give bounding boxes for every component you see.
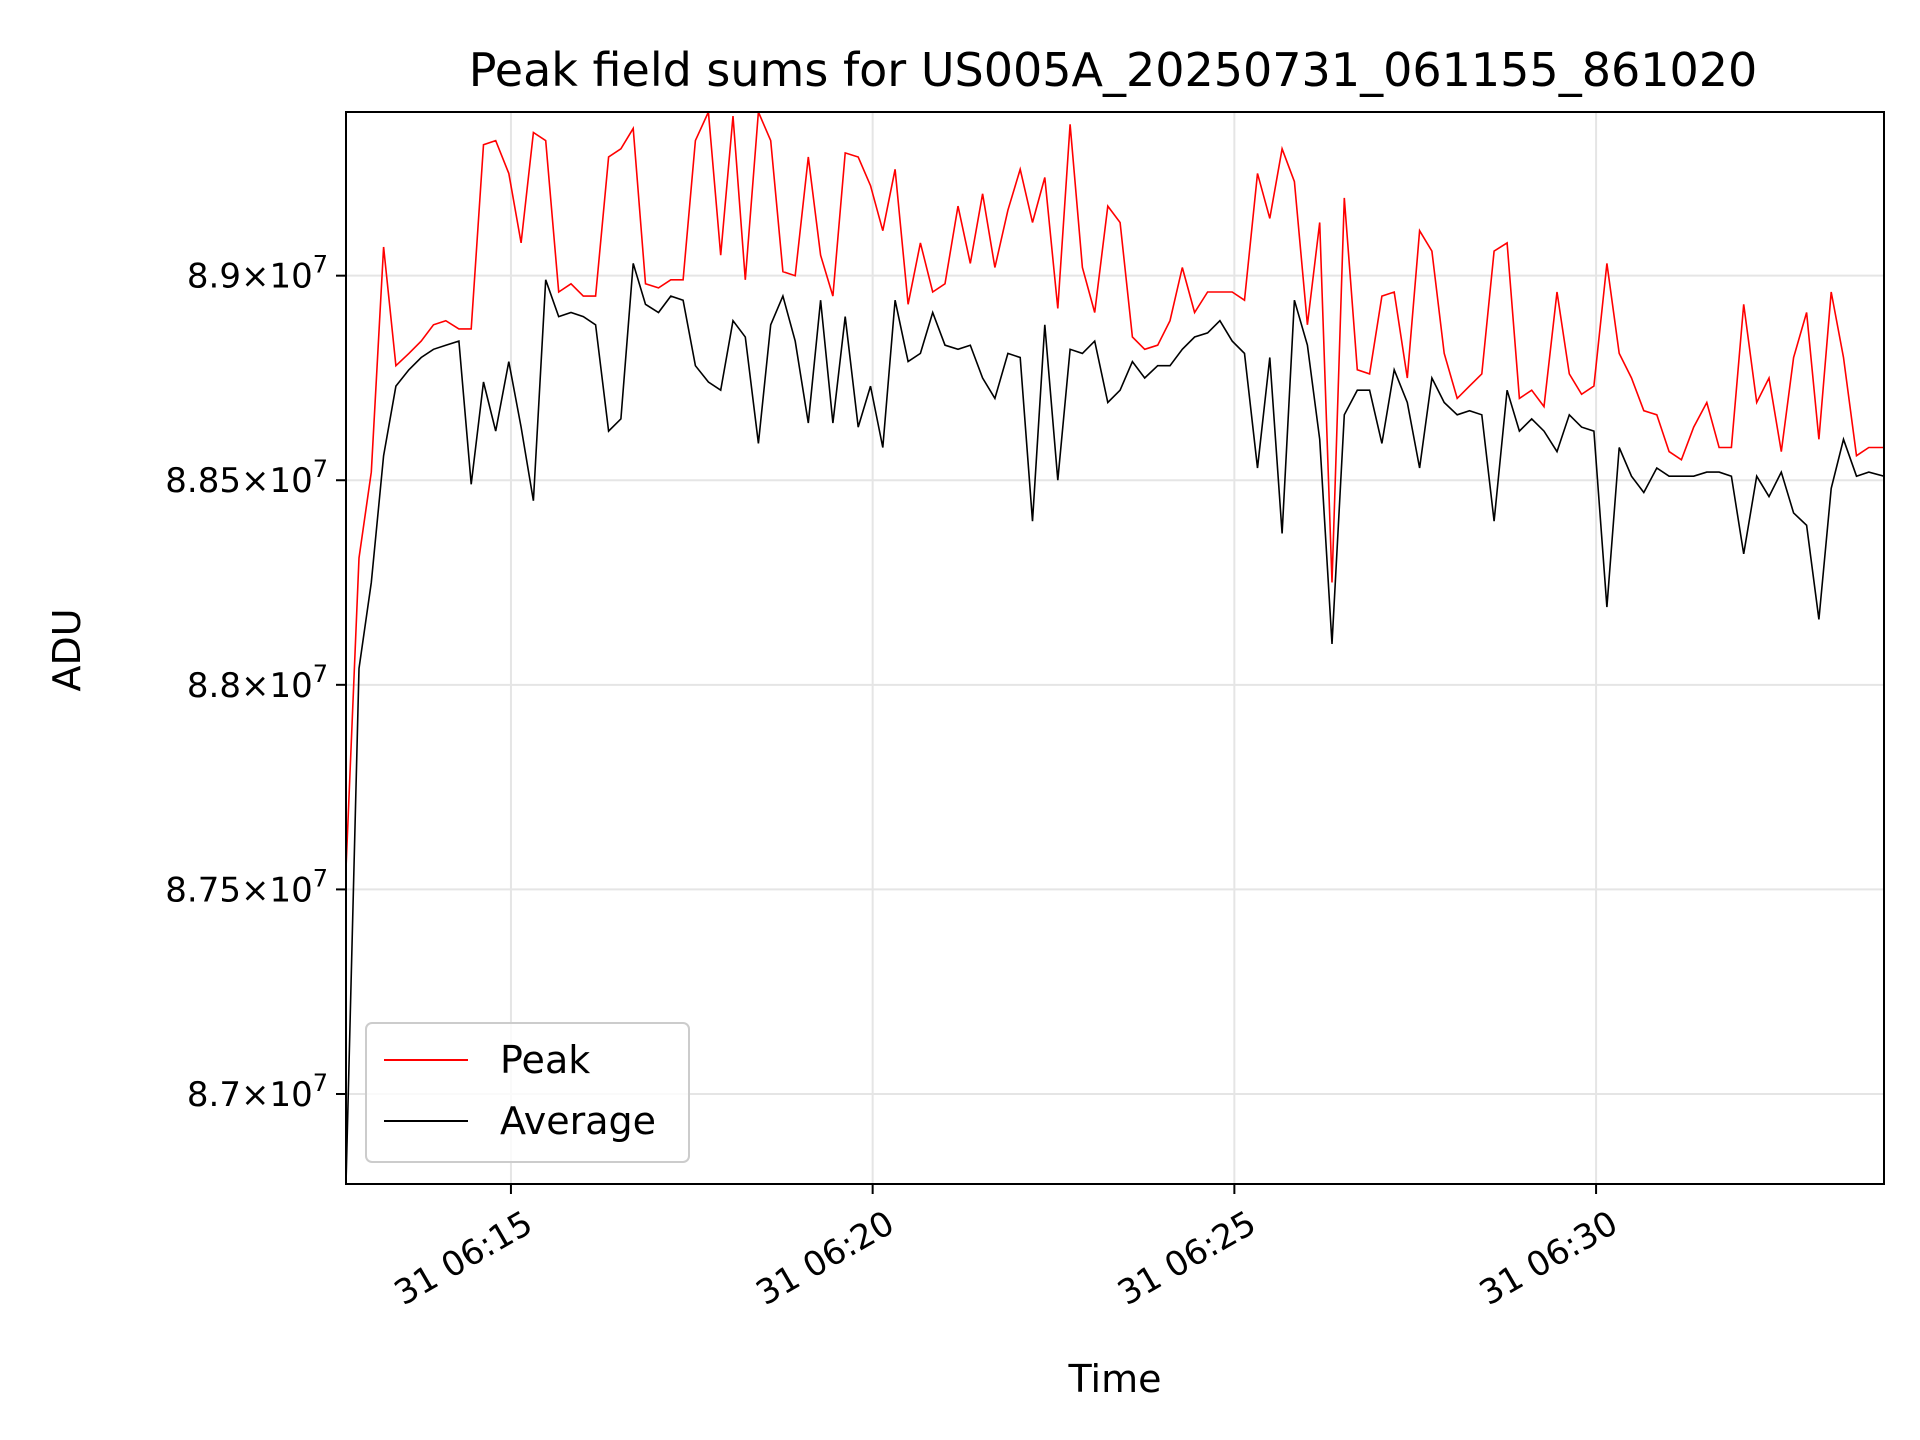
y-tick-times: ×10 bbox=[241, 666, 313, 706]
y-tick-exponent: 7 bbox=[313, 1069, 328, 1097]
y-tick-label: 8.8×107 bbox=[187, 660, 328, 706]
y-tick-mantissa: 8.8 bbox=[187, 666, 241, 706]
y-tick-mantissa: 8.85 bbox=[165, 461, 241, 501]
y-tick-times: ×10 bbox=[241, 461, 313, 501]
y-tick-exponent: 7 bbox=[313, 864, 328, 892]
plot-frame bbox=[345, 111, 1885, 1185]
legend-box bbox=[365, 1022, 690, 1163]
grid bbox=[346, 112, 1884, 1184]
series-line-peak bbox=[346, 112, 1884, 869]
y-axis-label: ADU bbox=[45, 608, 89, 691]
x-axis-label: Time bbox=[1068, 1357, 1162, 1401]
y-tick-label: 8.75×107 bbox=[165, 864, 328, 910]
y-tick-label: 8.85×107 bbox=[165, 455, 328, 501]
legend-label-average: Average bbox=[500, 1099, 656, 1143]
legend: Peak Average bbox=[365, 1022, 690, 1163]
series-layer bbox=[346, 112, 1884, 1184]
y-tick-exponent: 7 bbox=[313, 660, 328, 688]
y-tick-label: 8.9×107 bbox=[187, 251, 328, 297]
y-tick-times: ×10 bbox=[241, 257, 313, 297]
y-tick-mantissa: 8.75 bbox=[165, 870, 241, 910]
chart-title: Peak field sums for US005A_20250731_0611… bbox=[469, 43, 1758, 97]
y-tick-times: ×10 bbox=[241, 870, 313, 910]
legend-label-peak: Peak bbox=[500, 1038, 590, 1082]
y-tick-mantissa: 8.7 bbox=[187, 1075, 241, 1115]
y-tick-times: ×10 bbox=[241, 1075, 313, 1115]
y-tick-label: 8.7×107 bbox=[187, 1069, 328, 1115]
y-tick-mantissa: 8.9 bbox=[187, 257, 241, 297]
y-tick-exponent: 7 bbox=[313, 455, 328, 483]
y-tick-exponent: 7 bbox=[313, 251, 328, 279]
series-line-average bbox=[346, 263, 1884, 1184]
